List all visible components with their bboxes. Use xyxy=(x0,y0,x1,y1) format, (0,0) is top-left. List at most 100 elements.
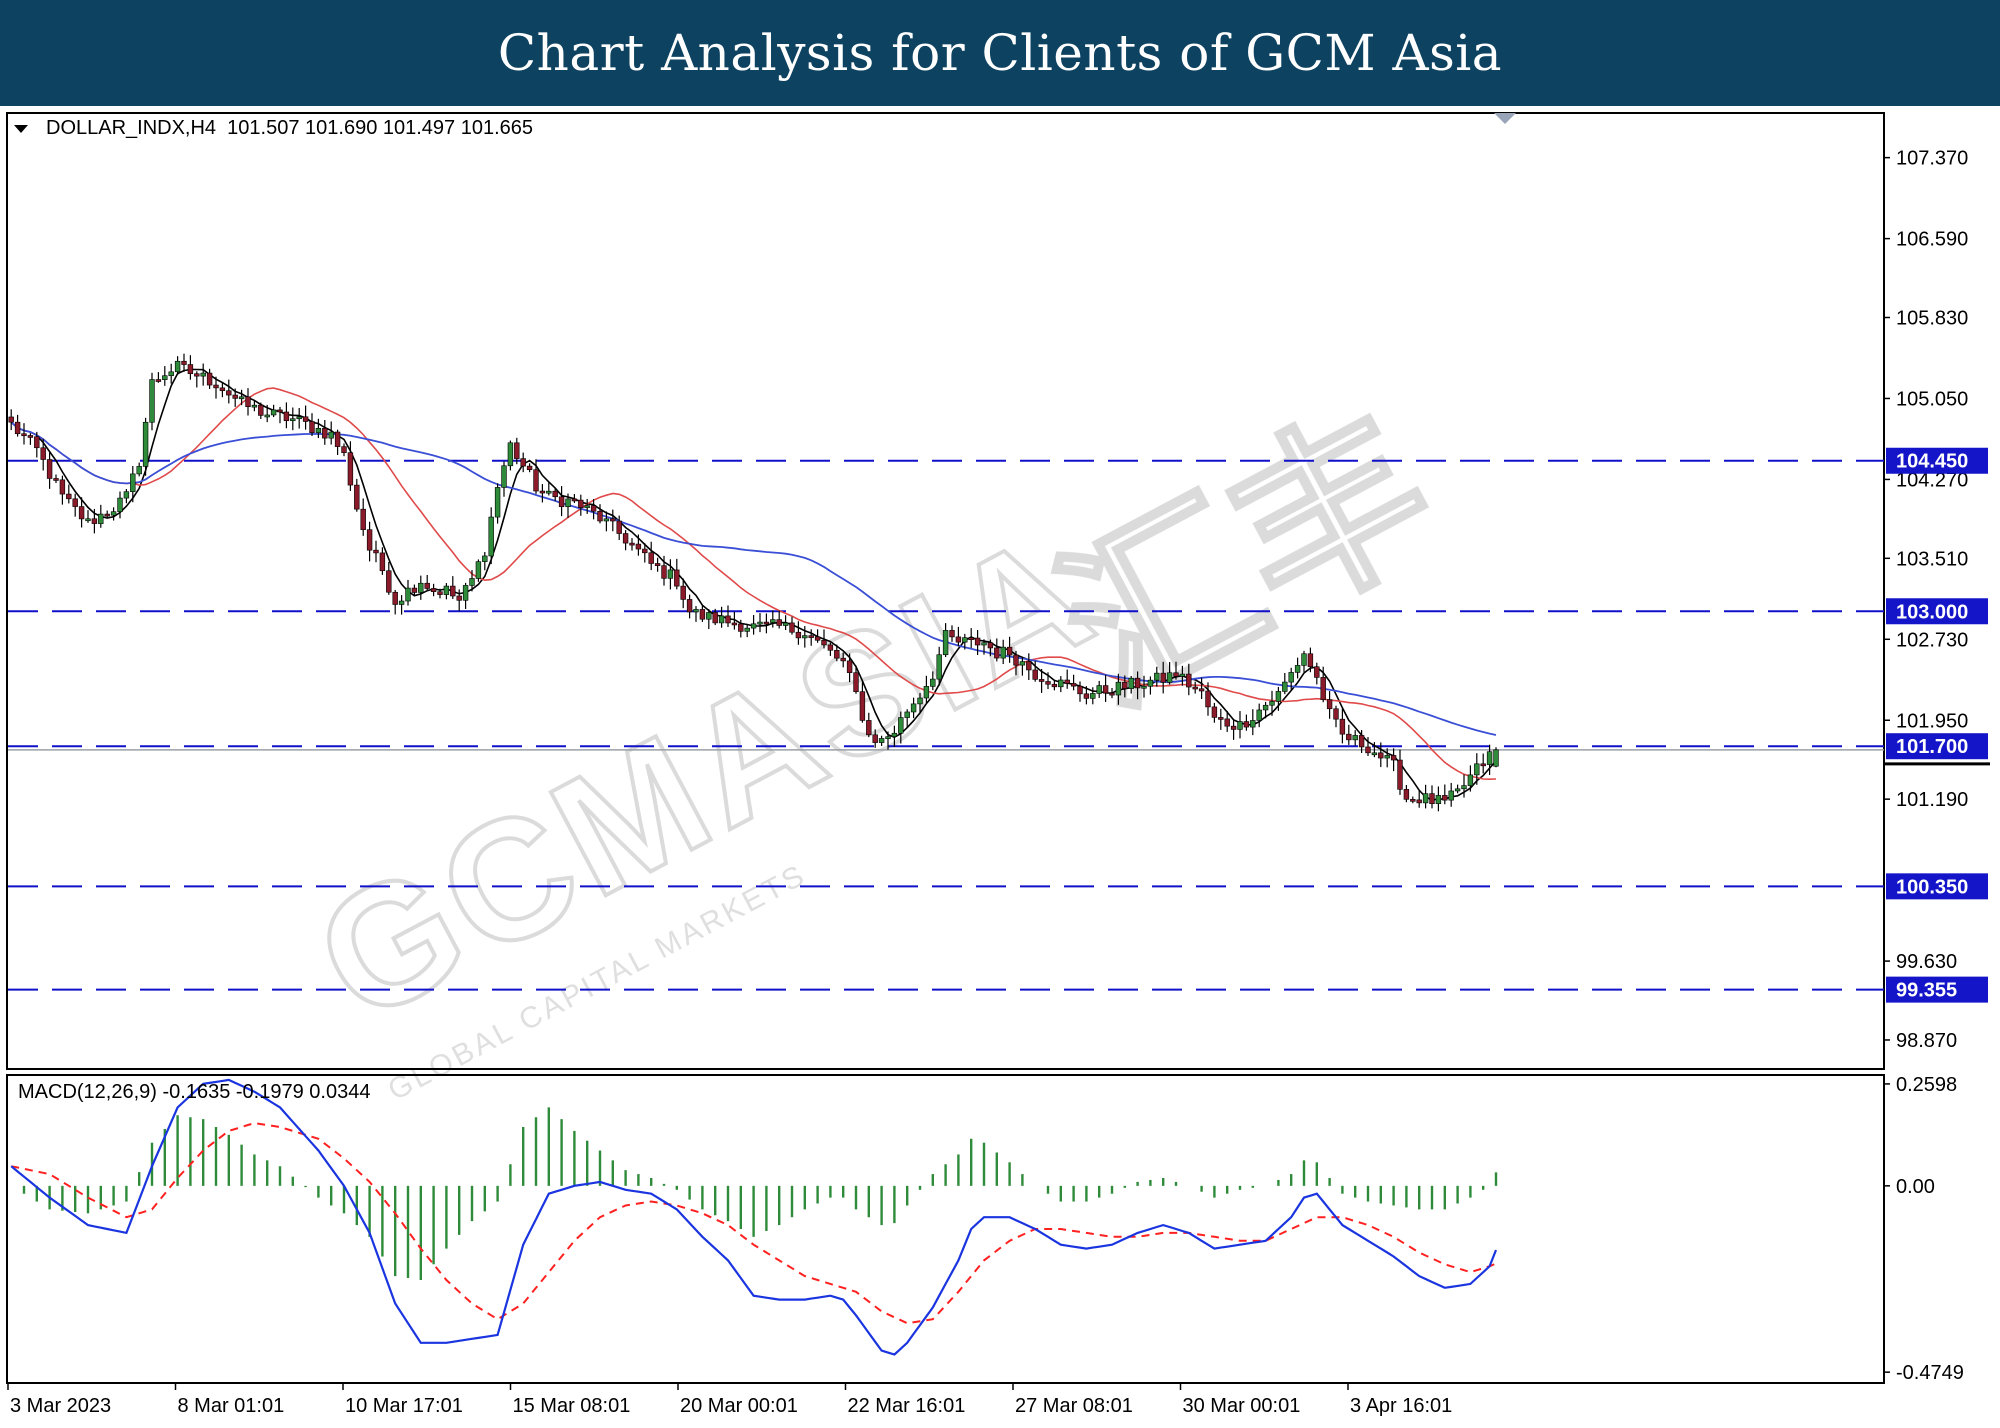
candle xyxy=(770,610,775,627)
page-title: Chart Analysis for Clients of GCM Asia xyxy=(498,24,1502,82)
level-price-label: 100.350 xyxy=(1886,873,1988,899)
candle xyxy=(54,475,59,484)
candle xyxy=(495,483,500,523)
candle xyxy=(425,575,430,591)
candle xyxy=(124,489,129,503)
candle xyxy=(1442,785,1447,805)
candle xyxy=(578,495,583,516)
symbol-header: DOLLAR_INDX,H4 101.507 101.690 101.497 1… xyxy=(46,117,533,139)
candle xyxy=(374,541,379,563)
candle xyxy=(86,510,91,523)
candle xyxy=(450,576,455,599)
time-tick-label: 22 Mar 16:01 xyxy=(848,1395,966,1417)
candle xyxy=(1423,785,1428,809)
candle xyxy=(1455,785,1460,794)
candle xyxy=(380,547,385,575)
candle xyxy=(201,364,206,386)
macd-indicator xyxy=(11,1080,1496,1355)
candle xyxy=(476,559,481,581)
price-tick-label: 105.830 xyxy=(1896,307,1968,329)
candle xyxy=(1282,673,1287,694)
candle xyxy=(335,430,340,455)
candle xyxy=(15,415,20,437)
candle xyxy=(22,423,27,444)
macd-tick-label: 0.2598 xyxy=(1896,1074,1957,1096)
time-tick-label: 30 Mar 00:01 xyxy=(1183,1395,1301,1417)
candle xyxy=(694,606,699,622)
macd-axis: 0.25980.00-0.4749 xyxy=(1884,1074,1964,1384)
candle xyxy=(66,485,71,504)
candle xyxy=(1231,720,1236,740)
time-tick-label: 10 Mar 17:01 xyxy=(345,1395,463,1417)
candle xyxy=(1302,651,1307,673)
candle xyxy=(297,408,302,429)
candle xyxy=(150,373,155,430)
symbol-dropdown-icon[interactable] xyxy=(14,125,28,133)
candle xyxy=(1212,703,1217,723)
candle xyxy=(790,617,795,635)
candle xyxy=(591,499,596,519)
candle xyxy=(719,607,724,628)
candle xyxy=(98,505,103,528)
scroll-marker-icon[interactable] xyxy=(1494,113,1516,124)
candle xyxy=(316,419,321,438)
price-tick-label: 107.370 xyxy=(1896,148,1968,170)
price-tick-label: 105.050 xyxy=(1896,388,1968,410)
candle xyxy=(188,355,193,380)
candle xyxy=(28,433,33,445)
price-tick-label: 103.510 xyxy=(1896,548,1968,570)
svg-text:99.355: 99.355 xyxy=(1896,980,1957,1002)
candle xyxy=(502,462,507,497)
price-tick-label: 106.590 xyxy=(1896,229,1968,251)
candle xyxy=(1398,750,1403,795)
candle xyxy=(745,624,750,637)
candle xyxy=(1436,786,1441,811)
candle xyxy=(431,584,436,596)
price-axis: 107.370106.590105.830105.050104.270103.5… xyxy=(1884,148,1990,1052)
candle xyxy=(1238,711,1243,738)
time-tick-label: 8 Mar 01:01 xyxy=(178,1395,285,1417)
candle xyxy=(1449,783,1454,807)
candle xyxy=(489,507,494,564)
candle xyxy=(1244,715,1249,731)
candle xyxy=(1462,774,1467,797)
level-price-label: 103.000 xyxy=(1886,598,1988,624)
candle xyxy=(406,580,411,606)
candle xyxy=(169,364,174,384)
svg-text:104.450: 104.450 xyxy=(1896,451,1968,473)
candle xyxy=(674,559,679,590)
candle xyxy=(226,380,231,404)
candle xyxy=(207,369,212,389)
level-price-label: 104.450 xyxy=(1886,448,1988,474)
time-tick-label: 15 Mar 08:01 xyxy=(513,1395,631,1417)
candle xyxy=(1391,748,1396,771)
candle xyxy=(1353,730,1358,745)
candle xyxy=(137,463,142,477)
candle xyxy=(751,615,756,635)
candle xyxy=(303,406,308,430)
time-tick-label: 27 Mar 08:01 xyxy=(1015,1395,1133,1417)
candle xyxy=(777,611,782,629)
candle xyxy=(1430,785,1435,808)
candle xyxy=(156,372,161,383)
candle xyxy=(47,453,52,489)
candle xyxy=(1468,765,1473,791)
candle xyxy=(630,538,635,550)
price-chart-area: GCMASIA 汇丰 GLOBAL CAPITAL MARKETS 107.37… xyxy=(0,106,2000,1428)
candle xyxy=(559,486,564,516)
candle xyxy=(354,479,359,512)
candle xyxy=(649,542,654,570)
time-tick-label: 3 Apr 16:01 xyxy=(1350,1395,1452,1417)
candle xyxy=(1314,663,1319,685)
candle xyxy=(1404,785,1409,802)
candle xyxy=(329,421,334,444)
candle xyxy=(1218,709,1223,730)
candle xyxy=(508,441,513,471)
candle xyxy=(271,405,276,417)
macd-tick-label: -0.4749 xyxy=(1896,1362,1964,1384)
candle xyxy=(393,590,398,615)
price-tick-label: 101.190 xyxy=(1896,789,1968,811)
candle xyxy=(60,476,65,505)
title-banner: Chart Analysis for Clients of GCM Asia xyxy=(0,0,2000,106)
candle xyxy=(444,583,449,599)
